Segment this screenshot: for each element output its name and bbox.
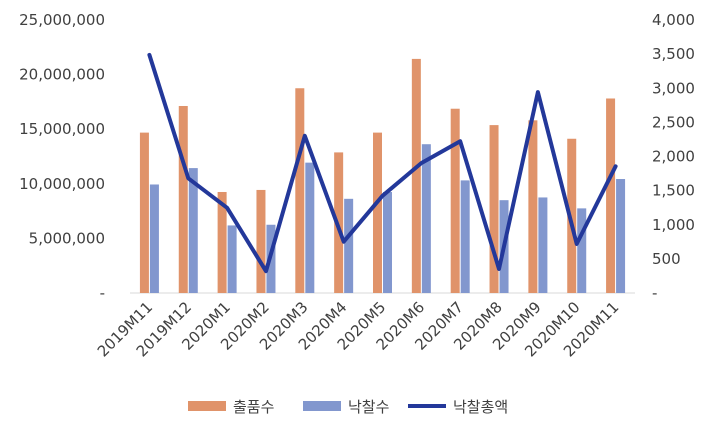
bar	[217, 191, 227, 293]
right-tick-label: 3,000	[652, 79, 695, 97]
legend-label: 낙찰총액	[453, 398, 508, 416]
bar	[344, 198, 354, 293]
bar-series	[139, 58, 626, 294]
legend-swatch	[303, 401, 341, 411]
bar	[139, 132, 149, 293]
series-line	[147, 52, 618, 274]
bar	[528, 120, 538, 293]
right-tick-label: 1,500	[652, 182, 695, 200]
right-tick-label: 2,000	[652, 148, 695, 166]
bar	[411, 58, 421, 294]
bar	[178, 105, 188, 294]
right-tick-label: 1,000	[652, 216, 695, 234]
bar	[616, 179, 626, 293]
bar	[606, 98, 616, 293]
right-axis: - 500 1,000 1,500 2,000 2,500 3,000 3,500 4,000	[652, 11, 695, 302]
bar	[567, 138, 577, 293]
right-tick-label: 500	[652, 250, 681, 268]
left-tick-label: -	[100, 284, 105, 302]
right-tick-label: 2,500	[652, 113, 695, 131]
bar	[450, 108, 460, 293]
line-series	[147, 52, 618, 274]
legend-label: 출품수	[233, 398, 274, 416]
bar	[188, 168, 198, 293]
x-axis-labels: 2019M112019M122020M12020M22020M32020M420…	[94, 298, 623, 360]
legend-swatch	[188, 401, 226, 411]
bar	[538, 197, 548, 293]
legend-label: 낙찰수	[348, 398, 389, 416]
legend: 출품수 낙찰수 낙찰총액	[188, 398, 508, 416]
right-tick-label: -	[652, 284, 657, 302]
bar	[149, 184, 159, 293]
bar	[305, 162, 315, 293]
bar	[383, 191, 392, 293]
right-tick-label: 3,500	[652, 45, 695, 63]
left-tick-label: 10,000,000	[19, 175, 105, 193]
bar	[227, 225, 237, 293]
left-tick-label: 5,000,000	[29, 229, 105, 247]
bar	[577, 208, 587, 293]
left-tick-label: 25,000,000	[19, 11, 105, 29]
left-tick-label: 20,000,000	[19, 66, 105, 84]
bar	[295, 88, 305, 293]
bar	[421, 144, 431, 293]
right-tick-label: 4,000	[652, 11, 695, 29]
left-axis: - 5,000,000 10,000,000 15,000,000 20,000,000…	[19, 11, 105, 302]
bar	[256, 189, 266, 293]
bar	[373, 132, 382, 293]
left-tick-label: 15,000,000	[19, 120, 105, 138]
bar	[460, 180, 470, 293]
bar	[489, 125, 499, 293]
